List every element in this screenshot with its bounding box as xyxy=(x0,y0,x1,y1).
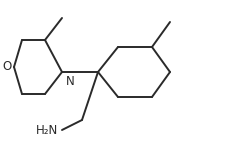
Text: N: N xyxy=(66,75,75,88)
Text: H₂N: H₂N xyxy=(36,124,58,136)
Text: O: O xyxy=(3,60,12,73)
